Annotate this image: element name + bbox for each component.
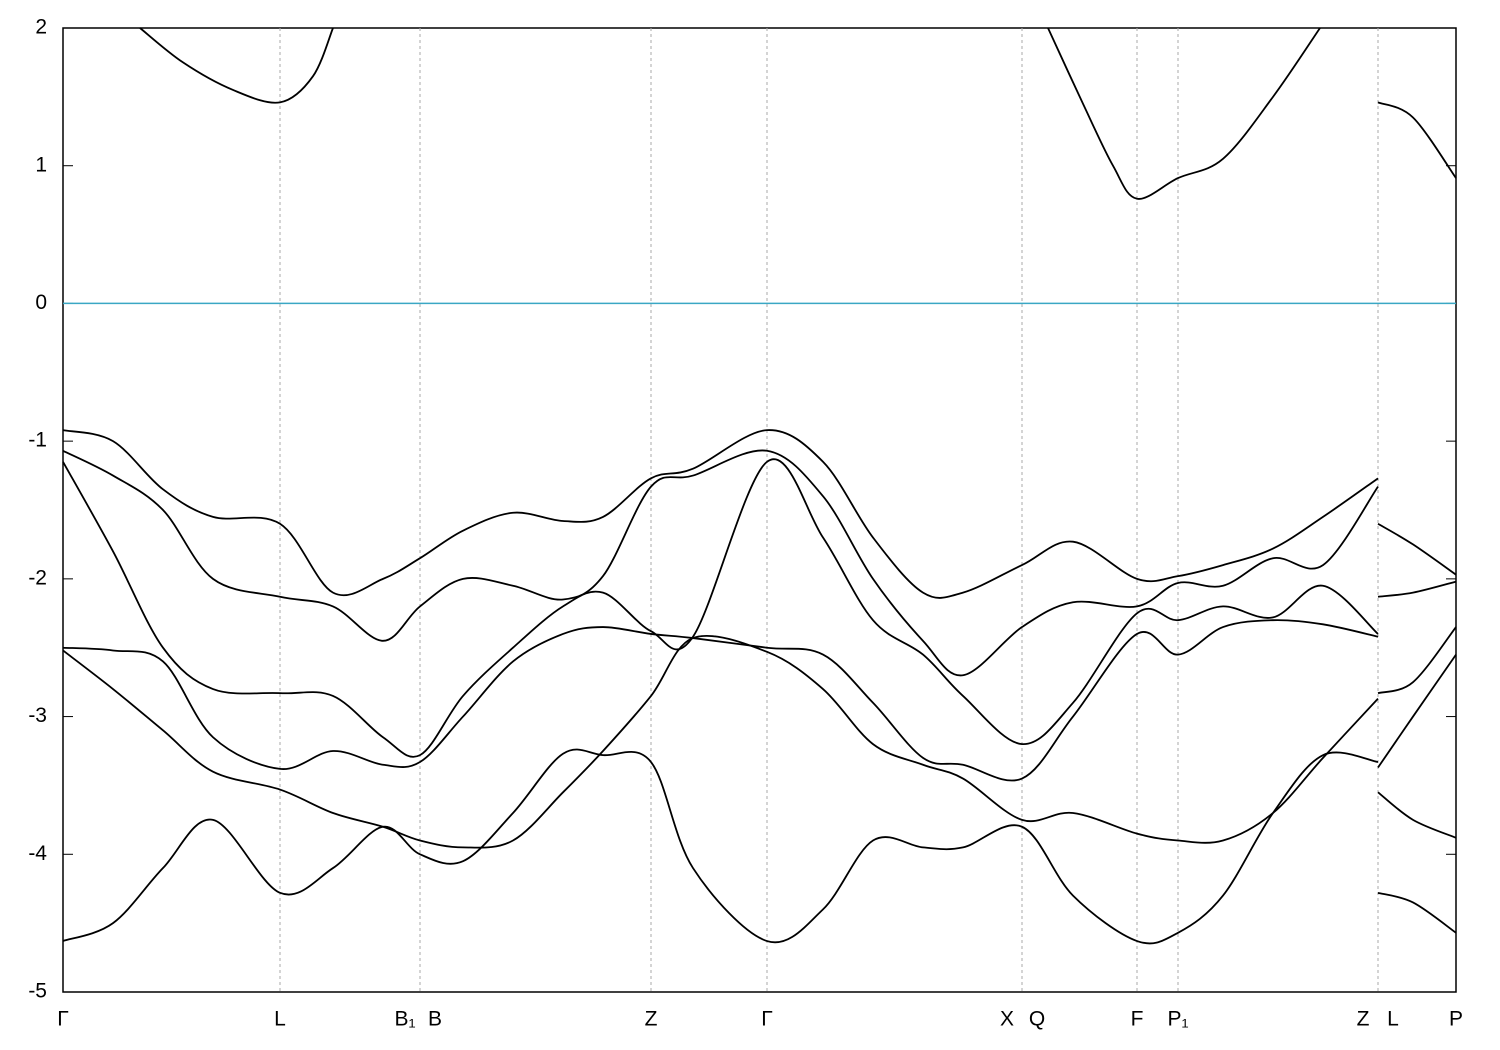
x-tick-label: P₁ — [1167, 1008, 1188, 1031]
band-line — [139, 27, 1457, 200]
band-line — [62, 748, 1457, 945]
band-line — [62, 458, 1457, 758]
y-tick-label: -4 — [28, 842, 47, 865]
band-line — [62, 634, 1457, 849]
x-tick-label: Γ — [761, 1008, 773, 1031]
y-tick-label: 2 — [35, 16, 47, 39]
band-line — [62, 449, 1457, 677]
x-tick-label: Z — [645, 1008, 658, 1031]
x-tick-label: L — [274, 1008, 286, 1031]
y-tick-label: 1 — [35, 153, 47, 176]
x-tick-label: B₁ — [394, 1008, 415, 1031]
x-tick-label: Q — [1029, 1008, 1045, 1031]
plot-frame — [62, 27, 1457, 993]
y-tick-label: -3 — [28, 704, 47, 727]
x-tick-label: F — [1131, 1008, 1144, 1031]
x-tick-label: L — [1387, 1008, 1399, 1031]
y-tick-label: 0 — [35, 291, 47, 314]
y-tick-label: -1 — [28, 429, 47, 452]
x-tick-label: Z — [1357, 1008, 1370, 1031]
band-line — [62, 619, 1457, 782]
y-tick-label: -5 — [28, 980, 47, 1003]
x-tick-label: B — [428, 1008, 442, 1031]
x-tick-label: Γ — [57, 1008, 69, 1031]
band-line — [62, 429, 1457, 599]
x-tick-label: P — [1449, 1008, 1463, 1031]
y-tick-label: -2 — [28, 566, 47, 589]
x-tick-label: X — [1000, 1008, 1014, 1031]
